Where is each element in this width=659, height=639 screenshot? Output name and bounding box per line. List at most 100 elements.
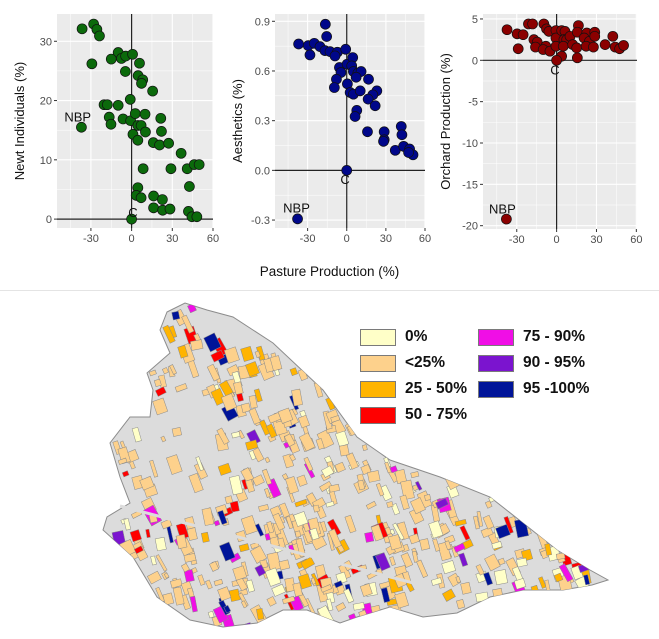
legend-label: 95 -100% <box>523 380 590 397</box>
land-parcel <box>224 495 234 505</box>
land-parcel <box>558 563 574 583</box>
land-parcel <box>139 475 155 491</box>
land-parcel <box>162 592 175 606</box>
land-parcel <box>475 591 489 603</box>
data-point <box>175 147 187 159</box>
land-parcel <box>186 527 198 541</box>
x-tick-label: 0 <box>344 233 350 245</box>
land-parcel <box>497 557 506 566</box>
y-tick-label: 0 <box>472 55 478 67</box>
land-parcel <box>553 572 564 583</box>
data-point <box>193 159 205 170</box>
land-parcel <box>264 533 271 541</box>
legend-label: 25 - 50% <box>405 380 468 397</box>
land-parcel <box>240 345 255 362</box>
data-point <box>76 23 88 35</box>
land-parcel <box>133 545 144 555</box>
land-parcel <box>309 527 320 541</box>
land-parcel <box>160 518 173 530</box>
x-tick-label: 0 <box>129 233 135 245</box>
land-parcel <box>285 476 299 495</box>
land-parcel <box>361 444 368 451</box>
land-parcel <box>189 595 198 613</box>
land-parcel <box>400 479 415 501</box>
land-parcel <box>201 507 215 526</box>
land-parcel <box>294 498 308 508</box>
land-parcel <box>163 572 170 579</box>
land-parcel <box>261 468 273 486</box>
land-parcel <box>475 564 485 576</box>
land-parcel <box>210 387 227 406</box>
data-point <box>304 49 316 61</box>
land-parcel <box>271 583 286 597</box>
land-parcel <box>326 532 335 551</box>
legend-label: <25% <box>405 354 446 371</box>
data-point <box>134 57 145 69</box>
land-parcel <box>278 559 291 571</box>
data-point <box>328 82 340 93</box>
land-parcel <box>454 519 467 527</box>
land-parcel <box>328 483 340 493</box>
x-tick-label: -30 <box>300 233 316 245</box>
land-parcel <box>161 367 169 375</box>
x-tick-label: 60 <box>207 233 219 245</box>
legend-swatch <box>478 328 514 346</box>
data-point <box>363 73 374 85</box>
land-parcel <box>375 482 385 497</box>
land-parcel <box>169 364 177 375</box>
land-parcel <box>414 480 423 491</box>
land-parcel <box>430 577 443 586</box>
land-parcel <box>325 598 334 612</box>
land-parcel <box>453 542 466 553</box>
legend-item: <25% <box>360 354 445 372</box>
land-parcel <box>160 435 167 443</box>
land-parcel <box>148 369 157 377</box>
data-point <box>135 192 147 204</box>
land-parcel <box>416 559 429 578</box>
land-parcel <box>264 567 282 587</box>
data-point <box>341 165 353 176</box>
y-tick-label: 20 <box>40 96 52 108</box>
data-point <box>527 18 538 30</box>
land-parcel <box>213 578 224 587</box>
divider <box>0 290 659 291</box>
land-parcel <box>583 574 591 586</box>
land-parcel <box>244 622 256 627</box>
land-parcel <box>428 520 444 539</box>
land-parcel <box>328 528 342 549</box>
data-point <box>76 121 87 133</box>
y-tick-label: 0.0 <box>255 165 270 177</box>
land-parcel <box>473 515 480 530</box>
data-point <box>607 30 619 42</box>
land-parcel <box>123 518 132 531</box>
land-parcel <box>319 481 333 492</box>
land-parcel <box>283 433 296 447</box>
land-parcel <box>152 397 169 416</box>
legend-swatch <box>360 406 396 424</box>
land-parcel <box>254 523 265 537</box>
point-annotation: NBP <box>64 110 91 125</box>
land-parcel <box>455 576 461 584</box>
land-parcel <box>292 582 303 597</box>
legend-swatch <box>478 380 514 398</box>
land-parcel <box>248 395 258 409</box>
land-parcel <box>252 474 265 487</box>
land-parcel <box>424 494 432 502</box>
data-point <box>156 126 167 137</box>
y-tick-label: 30 <box>40 36 52 48</box>
land-parcel <box>484 500 493 509</box>
land-parcel <box>444 540 452 551</box>
land-parcel <box>277 407 294 424</box>
point-annotation: C <box>128 205 137 220</box>
land-parcel <box>238 543 250 553</box>
land-parcel <box>359 583 373 597</box>
x-tick-label: 60 <box>630 234 642 246</box>
data-point <box>329 50 341 62</box>
legend-swatch <box>360 380 396 398</box>
land-parcel <box>330 415 341 423</box>
data-point <box>293 38 304 50</box>
land-parcel <box>153 378 162 388</box>
data-point <box>120 66 131 77</box>
y-axis-title: Newt Individuals (%) <box>12 62 27 181</box>
scatter-panel: -30 0 30 60 -20 -15 -10 -5 0 5 Orchard Production … <box>438 14 642 246</box>
